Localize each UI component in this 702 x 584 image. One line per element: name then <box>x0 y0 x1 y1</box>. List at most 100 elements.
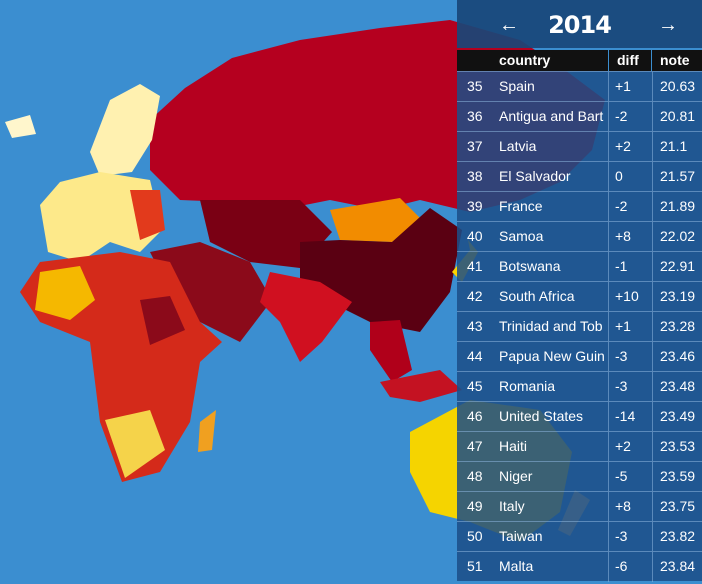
rank-cell: 46 <box>467 408 483 424</box>
diff-cell: -3 <box>615 378 628 394</box>
note-cell: 22.02 <box>660 228 696 244</box>
region <box>105 410 165 478</box>
table-row: 48 Niger -5 23.59 <box>457 461 702 492</box>
note-cell: 23.49 <box>660 408 696 424</box>
year-header: ← 2014 → <box>457 0 702 48</box>
table-row: 47 Haiti +2 23.53 <box>457 431 702 462</box>
column-separator <box>652 72 653 102</box>
diff-cell: +2 <box>615 138 631 154</box>
country-cell: Antigua and Bart <box>499 108 604 124</box>
column-separator <box>652 222 653 252</box>
table-row: 42 South Africa +10 23.19 <box>457 281 702 312</box>
table-row: 44 Papua New Guin -3 23.46 <box>457 341 702 372</box>
region <box>90 84 160 176</box>
column-separator <box>608 552 609 582</box>
table-row: 35 Spain +1 20.63 <box>457 71 702 102</box>
country-cell: South Africa <box>499 288 575 304</box>
note-cell: 23.53 <box>660 438 696 454</box>
country-cell: Latvia <box>499 138 537 154</box>
column-separator <box>652 552 653 582</box>
column-header[interactable]: diff <box>609 50 651 71</box>
table-row: 39 France -2 21.89 <box>457 191 702 222</box>
country-cell: Niger <box>499 468 533 484</box>
column-separator <box>608 192 609 222</box>
table-row: 40 Samoa +8 22.02 <box>457 221 702 252</box>
region <box>200 200 332 268</box>
column-separator <box>652 522 653 552</box>
column-separator <box>652 432 653 462</box>
column-separator <box>652 402 653 432</box>
column-separator <box>652 312 653 342</box>
diff-cell: +8 <box>615 498 631 514</box>
table-row: 43 Trinidad and Tob +1 23.28 <box>457 311 702 342</box>
diff-cell: +2 <box>615 438 631 454</box>
country-cell: Botswana <box>499 258 561 274</box>
column-separator <box>652 282 653 312</box>
rank-cell: 44 <box>467 348 483 364</box>
next-year[interactable]: → <box>658 14 678 36</box>
diff-cell: -2 <box>615 108 628 124</box>
column-header[interactable]: country <box>457 50 608 71</box>
rank-cell: 50 <box>467 528 483 544</box>
region <box>260 272 352 362</box>
column-separator <box>652 132 653 162</box>
country-cell: France <box>499 198 543 214</box>
column-separator <box>608 522 609 552</box>
prev-year[interactable]: ← <box>499 14 519 36</box>
country-cell: Trinidad and Tob <box>499 318 603 334</box>
rank-cell: 40 <box>467 228 483 244</box>
column-separator <box>608 162 609 192</box>
country-cell: Italy <box>499 498 525 514</box>
diff-cell: -3 <box>615 348 628 364</box>
diff-cell: -14 <box>615 408 636 424</box>
rank-cell: 35 <box>467 78 483 94</box>
country-cell: Romania <box>499 378 556 394</box>
country-cell: Malta <box>499 558 534 574</box>
rank-cell: 39 <box>467 198 483 214</box>
column-separator <box>652 162 653 192</box>
table-row: 37 Latvia +2 21.1 <box>457 131 702 162</box>
region <box>380 370 462 402</box>
column-header[interactable]: note <box>652 50 702 71</box>
country-cell: United States <box>499 408 584 424</box>
table-row: 50 Taiwan -3 23.82 <box>457 521 702 552</box>
rank-cell: 42 <box>467 288 483 304</box>
note-cell: 20.63 <box>660 78 696 94</box>
country-cell: Haiti <box>499 438 528 454</box>
region <box>140 296 185 345</box>
note-cell: 23.84 <box>660 558 696 574</box>
column-separator <box>608 342 609 372</box>
note-cell: 23.75 <box>660 498 696 514</box>
column-separator <box>608 462 609 492</box>
year: 2014 <box>548 11 612 39</box>
country-cell: Samoa <box>499 228 544 244</box>
column-separator <box>608 372 609 402</box>
note-cell: 23.28 <box>660 318 696 334</box>
note-cell: 21.57 <box>660 168 696 184</box>
table-row: 41 Botswana -1 22.91 <box>457 251 702 282</box>
column-separator <box>608 432 609 462</box>
rank-cell: 51 <box>467 558 483 574</box>
column-separator <box>608 312 609 342</box>
diff-cell: -2 <box>615 198 628 214</box>
note-cell: 23.59 <box>660 468 696 484</box>
column-separator <box>652 192 653 222</box>
country-cell: Taiwan <box>499 528 543 544</box>
region <box>370 320 412 382</box>
column-separator <box>652 492 653 522</box>
rank-cell: 47 <box>467 438 483 454</box>
note-cell: 21.89 <box>660 198 696 214</box>
rank-cell: 41 <box>467 258 483 274</box>
rank-cell: 38 <box>467 168 483 184</box>
column-separator <box>652 342 653 372</box>
column-separator <box>608 102 609 132</box>
column-separator <box>608 222 609 252</box>
region <box>330 198 422 242</box>
rank-cell: 49 <box>467 498 483 514</box>
table-row: 36 Antigua and Bart -2 20.81 <box>457 101 702 132</box>
note-cell: 23.48 <box>660 378 696 394</box>
region <box>198 410 216 452</box>
column-separator <box>608 282 609 312</box>
rank-cell: 43 <box>467 318 483 334</box>
diff-cell: +1 <box>615 318 631 334</box>
